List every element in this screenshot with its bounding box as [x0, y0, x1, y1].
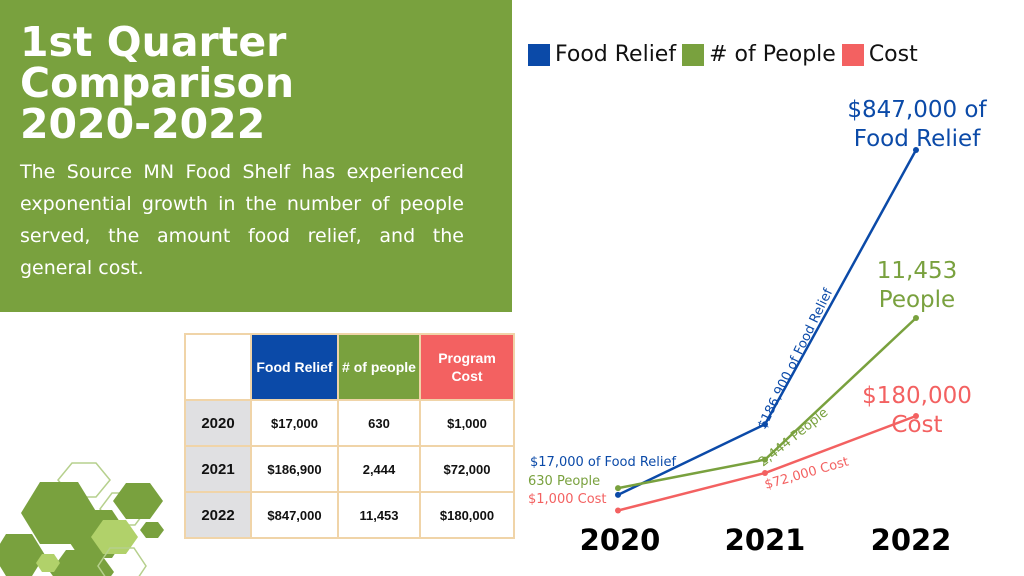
series-line-food-relief [617, 149, 918, 497]
data-label-cost-2020: $1,000 Cost [528, 492, 607, 507]
legend-item-cost: Cost [841, 42, 918, 67]
table-header-row: Food Relief # of people Program Cost [184, 333, 515, 401]
page-title: 1st Quarter Comparison 2020-2022 [20, 22, 294, 145]
data-point-people [615, 485, 621, 492]
legend-swatch-cost [841, 43, 864, 66]
data-label-people-2022-line-2: People [879, 287, 955, 313]
table-header-program-cost: Program Cost [419, 333, 515, 401]
table-row: 2020 $17,000 630 $1,000 [184, 399, 515, 447]
table-cell-year: 2022 [184, 491, 252, 539]
data-point-food-relief [913, 147, 919, 153]
data-label-food-2022-line-2: Food Relief [854, 126, 981, 152]
table-header-people: # of people [337, 333, 421, 401]
table-row: 2021 $186,900 2,444 $72,000 [184, 445, 515, 493]
legend-label-cost: Cost [868, 42, 918, 67]
data-label-food-2020: $17,000 of Food Relief [530, 455, 677, 470]
title-line-1: 1st Quarter [20, 18, 287, 66]
data-label-people-2020: 630 People [528, 474, 600, 489]
data-label-people-2022-line-1: 11,453 [877, 258, 957, 284]
table-cell-year: 2020 [184, 399, 252, 447]
data-point-people [913, 315, 919, 321]
description-text: The Source MN Food Shelf has experienced… [20, 161, 464, 279]
title-line-2: Comparison [20, 59, 295, 107]
data-point-people [762, 456, 768, 463]
x-tick-label-2022: 2022 [871, 523, 952, 557]
table-cell: 2,444 [337, 445, 421, 493]
table-cell: $17,000 [250, 399, 339, 447]
table-cell: $1,000 [419, 399, 515, 447]
data-label-cost-2022-line-1: $180,000 [862, 383, 972, 409]
table-header-food-relief: Food Relief [250, 333, 339, 401]
title-line-3: 2020-2022 [20, 100, 266, 148]
hexagon-decoration [0, 462, 164, 576]
data-label-food-2022-line-1: $847,000 of [847, 97, 987, 123]
legend-label-food-relief: Food Relief [555, 42, 677, 67]
table-header-corner [184, 333, 252, 401]
legend-label-people: # of People [709, 42, 836, 67]
table-cell: $847,000 [250, 491, 339, 539]
data-point-food-relief [762, 421, 768, 428]
legend-swatch-food-relief [528, 43, 550, 66]
data-point-cost [762, 470, 768, 476]
data-point-cost [615, 507, 621, 514]
table-cell: $180,000 [419, 491, 515, 539]
data-point-cost [913, 413, 919, 419]
table-cell: 630 [337, 399, 421, 447]
growth-line-chart: $17,000 of Food Relief 630 People $1,000 C… [528, 97, 988, 557]
data-point-food-relief [615, 491, 621, 498]
comparison-table: Food Relief # of people Program Cost 202… [184, 333, 515, 539]
x-tick-label-2021: 2021 [725, 523, 806, 557]
table-cell-year: 2021 [184, 445, 252, 493]
table-row: 2022 $847,000 11,453 $180,000 [184, 491, 515, 539]
intro-panel: 1st Quarter Comparison 2020-2022 The Sou… [0, 0, 512, 312]
data-label-cost-2022-line-2: Cost [891, 412, 942, 438]
table-cell: $186,900 [250, 445, 339, 493]
legend-item-food-relief: Food Relief [528, 42, 676, 67]
table-cell: $72,000 [419, 445, 515, 493]
table-cell: 11,453 [337, 491, 421, 539]
legend-item-people: # of People [682, 42, 836, 67]
legend-swatch-people [682, 43, 705, 66]
x-tick-label-2020: 2020 [580, 523, 661, 557]
chart-legend: Food Relief # of People Cost [528, 42, 924, 67]
